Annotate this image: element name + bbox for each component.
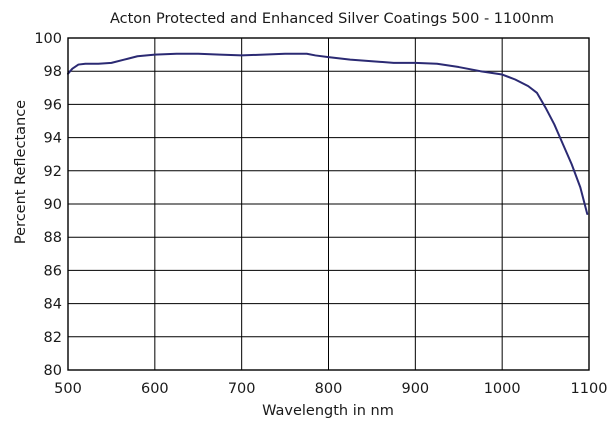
chart-title: Acton Protected and Enhanced Silver Coat… (110, 11, 554, 27)
reflectance-series-line (67, 52, 589, 215)
x-tick-label: 700 (228, 381, 256, 397)
y-tick-label: 80 (44, 363, 62, 379)
y-axis-label: Percent Reflectance (13, 100, 29, 244)
x-tick-label: 500 (54, 381, 82, 397)
y-tick-label: 86 (44, 263, 62, 279)
x-tick-label: 1100 (571, 381, 608, 397)
grid (67, 37, 590, 371)
x-axis-label: Wavelength in nm (262, 403, 394, 419)
y-tick-label: 88 (44, 230, 62, 246)
y-tick-labels: 80 82 84 86 88 90 92 94 96 98 100 (34, 31, 62, 379)
y-tick-label: 90 (44, 197, 62, 213)
y-tick-label: 98 (44, 64, 62, 80)
x-tick-label: 900 (401, 381, 429, 397)
y-tick-label: 94 (44, 131, 62, 147)
x-tick-label: 600 (141, 381, 169, 397)
y-tick-label: 100 (34, 31, 62, 47)
plot-frame (67, 37, 590, 371)
y-tick-label: 84 (44, 297, 62, 313)
x-tick-label: 1000 (484, 381, 521, 397)
x-tick-label: 800 (315, 381, 343, 397)
x-tick-labels: 500 600 700 800 900 1000 1100 (54, 381, 607, 397)
y-tick-label: 92 (44, 164, 62, 180)
y-tick-label: 96 (44, 97, 62, 113)
y-tick-label: 82 (44, 330, 62, 346)
series-group (67, 52, 589, 215)
